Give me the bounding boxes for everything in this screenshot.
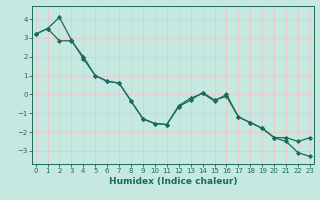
X-axis label: Humidex (Indice chaleur): Humidex (Indice chaleur) <box>108 177 237 186</box>
